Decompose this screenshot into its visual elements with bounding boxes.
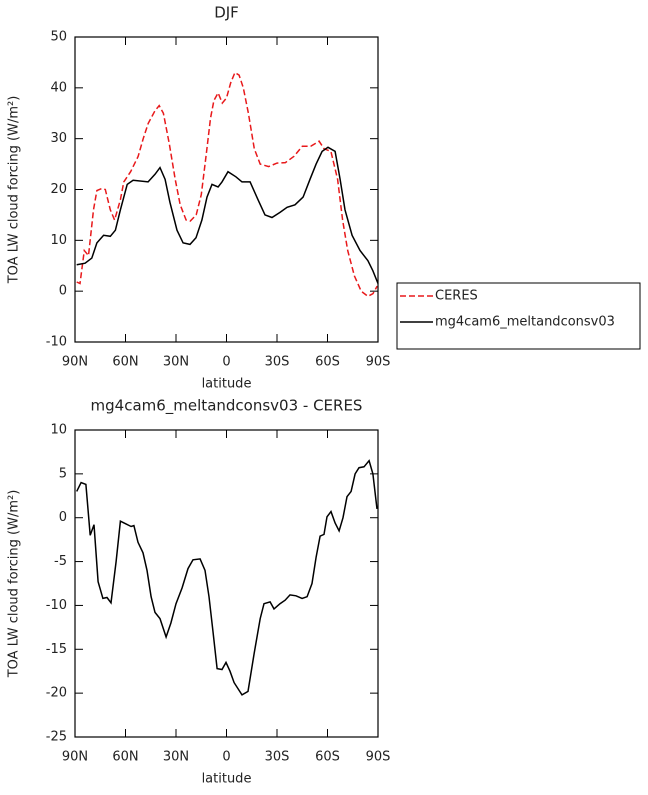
chart-title: DJF bbox=[214, 4, 239, 22]
y-tick-label: 10 bbox=[50, 423, 67, 438]
y-tick-label: 5 bbox=[59, 466, 67, 481]
x-axis-label: latitude bbox=[202, 377, 252, 392]
y-tick-label: -25 bbox=[46, 730, 67, 745]
y-axis-label: TOA LW cloud forcing (W/m²) bbox=[7, 490, 22, 679]
x-tick-label: 90N bbox=[62, 355, 88, 370]
x-tick-label: 30N bbox=[163, 750, 189, 765]
y-tick-label: -10 bbox=[46, 598, 67, 613]
legend-box bbox=[396, 282, 641, 350]
y-axis-label: TOA LW cloud forcing (W/m²) bbox=[7, 96, 22, 285]
y-tick-label: -15 bbox=[46, 642, 67, 657]
plot-frame bbox=[74, 36, 379, 343]
y-tick-label: -10 bbox=[46, 335, 67, 350]
x-tick-label: 60N bbox=[112, 355, 138, 370]
x-tick-label: 60N bbox=[112, 750, 138, 765]
y-tick-label: 0 bbox=[59, 284, 67, 299]
y-tick-label: -5 bbox=[54, 554, 67, 569]
x-tick-label: 0 bbox=[222, 355, 230, 370]
legend-label: mg4cam6_meltandconsv03 bbox=[435, 315, 615, 330]
y-tick-label: -20 bbox=[46, 686, 67, 701]
y-tick-label: 10 bbox=[50, 233, 67, 248]
x-tick-label: 90N bbox=[62, 750, 88, 765]
y-tick-label: 20 bbox=[50, 182, 67, 197]
x-axis-label: latitude bbox=[202, 772, 252, 787]
data-line bbox=[76, 459, 378, 696]
y-tick-label: 30 bbox=[50, 131, 67, 146]
data-line bbox=[76, 146, 379, 284]
chart-title: mg4cam6_meltandconsv03 - CERES bbox=[91, 397, 363, 416]
x-tick-label: 90S bbox=[366, 750, 391, 765]
y-tick-label: 40 bbox=[50, 80, 67, 95]
x-tick-label: 0 bbox=[222, 750, 230, 765]
x-tick-label: 60S bbox=[315, 355, 340, 370]
x-tick-label: 90S bbox=[366, 355, 391, 370]
x-tick-label: 30S bbox=[265, 750, 290, 765]
y-tick-label: 0 bbox=[59, 510, 67, 525]
x-tick-label: 30S bbox=[265, 355, 290, 370]
data-line bbox=[76, 71, 378, 298]
x-tick-label: 60S bbox=[315, 750, 340, 765]
x-tick-label: 30N bbox=[163, 355, 189, 370]
plot-frame bbox=[74, 429, 379, 738]
y-tick-label: 50 bbox=[50, 30, 67, 45]
legend-label: CERES bbox=[435, 289, 478, 304]
